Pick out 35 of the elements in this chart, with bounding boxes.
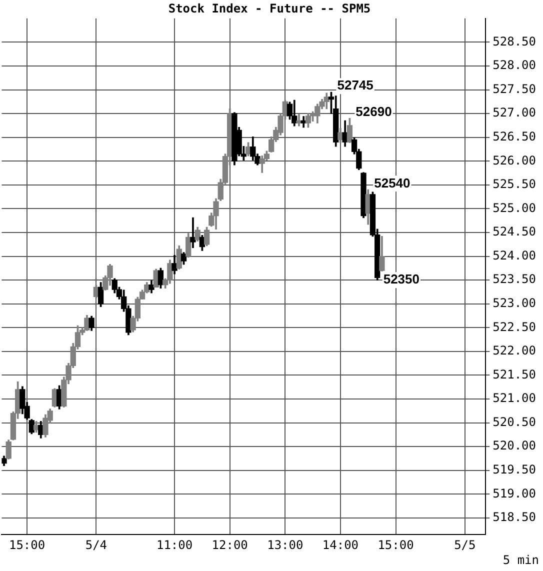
- y-tick-label: 524.50: [492, 224, 536, 239]
- x-tick-label: 13:00: [267, 538, 304, 552]
- y-tick-label: 519.50: [492, 462, 536, 476]
- y-tick-label: 519.00: [492, 486, 536, 500]
- y-tick-label: 518.50: [492, 510, 536, 524]
- text: 52745: [337, 78, 374, 93]
- text: 52350: [383, 272, 420, 287]
- y-tick-label: 526.00: [492, 153, 536, 168]
- y-tick-label: 525.00: [492, 200, 536, 215]
- y-tick-label: 523.00: [492, 296, 536, 310]
- y-tick-label: 520.50: [492, 414, 536, 429]
- x-tick-label: 11:00: [156, 538, 193, 552]
- text: 52540: [374, 175, 410, 190]
- y-tick-label: 526.50: [492, 129, 536, 144]
- y-tick-label: 528.00: [492, 58, 536, 72]
- text: 52690: [356, 104, 392, 119]
- y-tick-label: 528.50: [492, 34, 536, 48]
- text: 5 min: [502, 553, 539, 568]
- y-tick-label: 522.00: [492, 344, 536, 358]
- y-tick-label: 524.00: [492, 248, 536, 262]
- x-tick-label: 14:00: [322, 538, 359, 552]
- x-tick-label: 15:00: [8, 538, 46, 552]
- y-tick-label: 521.50: [492, 367, 536, 382]
- y-tick-label: 523.50: [492, 272, 536, 286]
- y-tick-label: 522.50: [492, 320, 536, 334]
- y-tick-label: 527.50: [492, 82, 536, 96]
- x-tick-label: 15:00: [378, 538, 414, 552]
- x-tick-label: 5/5: [454, 538, 476, 552]
- y-tick-label: 521.00: [492, 391, 536, 406]
- y-tick-label: 525.50: [492, 177, 536, 192]
- y-tick-label: 527.00: [492, 106, 536, 120]
- x-tick-label: 5/4: [85, 538, 108, 552]
- x-tick-label: 12:00: [212, 538, 248, 552]
- y-tick-label: 520.00: [492, 438, 536, 453]
- chart-title: Stock Index - Future -- SPM5: [168, 1, 371, 16]
